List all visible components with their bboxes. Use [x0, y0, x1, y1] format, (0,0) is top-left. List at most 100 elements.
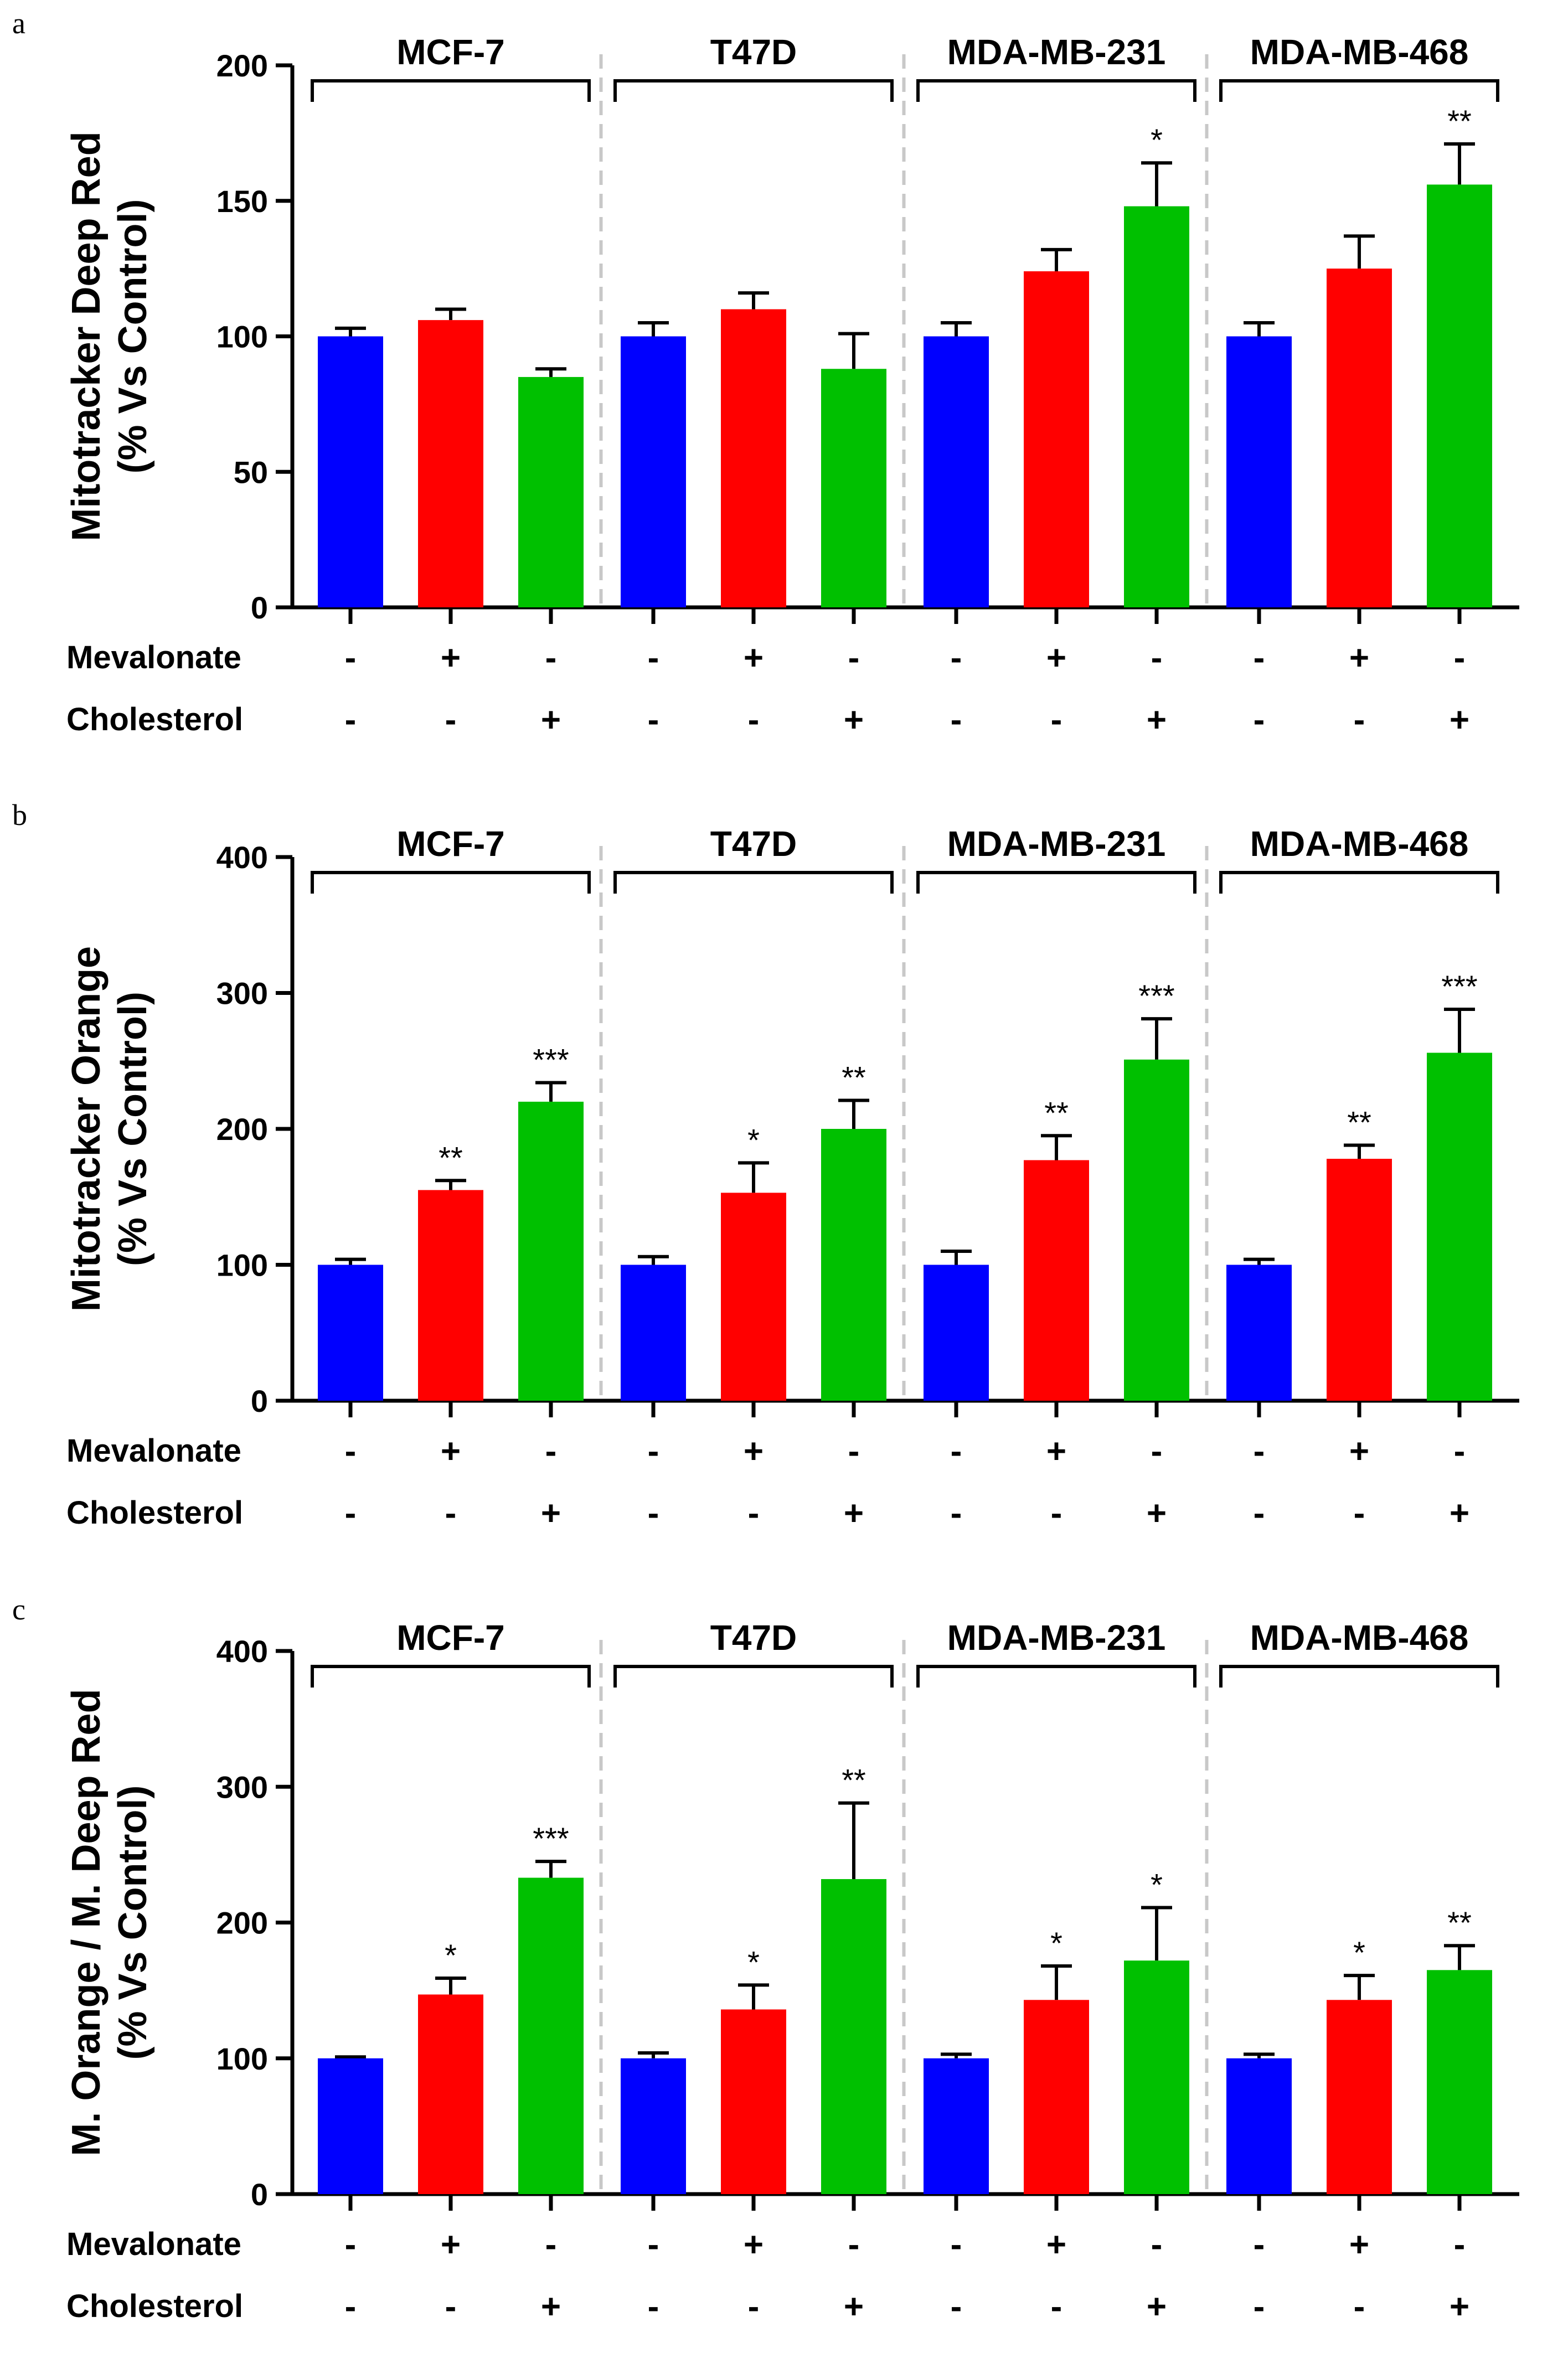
row-label-mevalonate: Mevalonate [66, 2226, 241, 2262]
treatment-sign: - [345, 2226, 357, 2264]
treatment-sign: + [1349, 1432, 1369, 1470]
y-axis-title-line: M. Orange / M. Deep Red [64, 1689, 109, 2156]
y-tick-label: 0 [251, 2177, 268, 2212]
group-bracket [1219, 871, 1499, 894]
treatment-sign: - [1354, 701, 1365, 739]
treatment-sign: + [1046, 639, 1066, 677]
treatment-sign: - [345, 2288, 357, 2326]
bar-mevalonate [721, 309, 786, 607]
significance-label: * [1151, 1867, 1163, 1902]
treatment-sign: - [1254, 1494, 1265, 1532]
row-label-cholesterol: Cholesterol [66, 2288, 243, 2324]
treatment-sign: - [951, 2226, 962, 2264]
treatment-sign: - [1254, 1432, 1265, 1470]
treatment-sign: - [1151, 1432, 1163, 1470]
y-tick-label: 0 [251, 1384, 268, 1418]
treatment-sign: - [648, 639, 659, 677]
bar-mevalonate [1024, 2000, 1089, 2194]
row-label-mevalonate: Mevalonate [66, 639, 241, 675]
treatment-sign: - [748, 701, 760, 739]
significance-label: * [747, 1944, 760, 1979]
group-bracket [311, 871, 591, 894]
group-bracket [311, 79, 591, 102]
group-label: MCF-7 [396, 32, 505, 72]
bar-cholesterol [518, 1877, 584, 2194]
treatment-sign: - [1454, 639, 1466, 677]
significance-label: ** [1447, 1905, 1472, 1940]
treatment-sign: + [844, 1494, 864, 1532]
bar-control [621, 2058, 686, 2194]
treatment-sign: + [441, 2226, 461, 2264]
treatment-sign: - [345, 639, 357, 677]
treatment-sign: - [748, 2288, 760, 2326]
treatment-sign: + [1147, 1494, 1167, 1532]
group-label: MDA-MB-231 [947, 32, 1166, 72]
treatment-sign: - [1151, 639, 1163, 677]
bar-mevalonate [721, 2009, 786, 2194]
treatment-sign: - [1254, 2288, 1265, 2326]
chart-panel-b: b Mitotracker Orange (% Vs Control) 0 100 200… [12, 798, 1519, 1532]
y-axis-title-line: (% Vs Control) [111, 199, 155, 474]
group-bracket [613, 79, 894, 102]
y-tick-label: 150 [216, 184, 268, 219]
treatment-sign: - [648, 2288, 659, 2326]
bar-control [318, 2058, 383, 2194]
bar-cholesterol [821, 369, 886, 607]
y-tick-label: 50 [234, 455, 268, 489]
treatment-sign: + [1046, 1432, 1066, 1470]
bar-cholesterol [518, 1101, 584, 1401]
y-tick-label: 300 [216, 1769, 268, 1804]
group-bracket [311, 1665, 591, 1688]
treatment-sign: - [1354, 1494, 1365, 1532]
treatment-sign: - [1254, 701, 1265, 739]
treatment-sign: - [748, 1494, 760, 1532]
treatment-sign: - [951, 701, 962, 739]
group-label: MCF-7 [396, 1618, 505, 1658]
group-bracket [916, 871, 1196, 894]
treatment-sign: - [1051, 2288, 1062, 2326]
treatment-sign: - [445, 1494, 457, 1532]
treatment-sign: + [1349, 639, 1369, 677]
significance-label: * [1050, 1926, 1062, 1960]
significance-label: * [747, 1122, 760, 1157]
panel-letter: c [12, 1593, 25, 1626]
bar-mevalonate [418, 320, 483, 607]
treatment-sign: - [1354, 2288, 1365, 2326]
bar-control [1226, 336, 1292, 607]
treatment-sign: - [345, 1494, 357, 1532]
treatment-sign: + [1046, 2226, 1066, 2264]
bar-cholesterol [1124, 1960, 1189, 2194]
significance-label: ** [1447, 104, 1472, 138]
panel-letter: a [12, 7, 25, 40]
treatment-sign: - [445, 701, 457, 739]
treatment-sign: + [1450, 701, 1469, 739]
y-axis-title-line: Mitotracker Deep Red [64, 131, 109, 541]
significance-label: ** [842, 1060, 866, 1095]
treatment-sign: - [951, 1494, 962, 1532]
y-tick-label: 300 [216, 976, 268, 1011]
treatment-sign: - [345, 701, 357, 739]
group-bracket [613, 1665, 894, 1688]
bar-control [621, 336, 686, 607]
bar-cholesterol [1124, 1059, 1189, 1401]
bar-cholesterol [821, 1129, 886, 1401]
bar-cholesterol [1124, 206, 1189, 607]
treatment-sign: + [744, 1432, 764, 1470]
chart-panel-a: a Mitotracker Deep Red (% Vs Control) 0 50 10… [12, 7, 1519, 739]
treatment-sign: - [648, 2226, 659, 2264]
chart-panel-c: c M. Orange / M. Deep Red (% Vs Control) 0 1… [12, 1593, 1519, 2326]
row-label-cholesterol: Cholesterol [66, 701, 243, 737]
treatment-sign: - [648, 701, 659, 739]
bar-control [924, 336, 989, 607]
group-bracket [613, 871, 894, 894]
y-tick-label: 200 [216, 48, 268, 83]
treatment-sign: + [1450, 2288, 1469, 2326]
y-tick-label: 200 [216, 1112, 268, 1147]
bar-cholesterol [518, 376, 584, 607]
group-label: T47D [710, 1618, 797, 1658]
treatment-sign: + [441, 1432, 461, 1470]
treatment-sign: - [1051, 1494, 1062, 1532]
significance-label: *** [1441, 969, 1477, 1004]
bar-mevalonate [418, 1190, 483, 1401]
treatment-sign: - [848, 1432, 860, 1470]
